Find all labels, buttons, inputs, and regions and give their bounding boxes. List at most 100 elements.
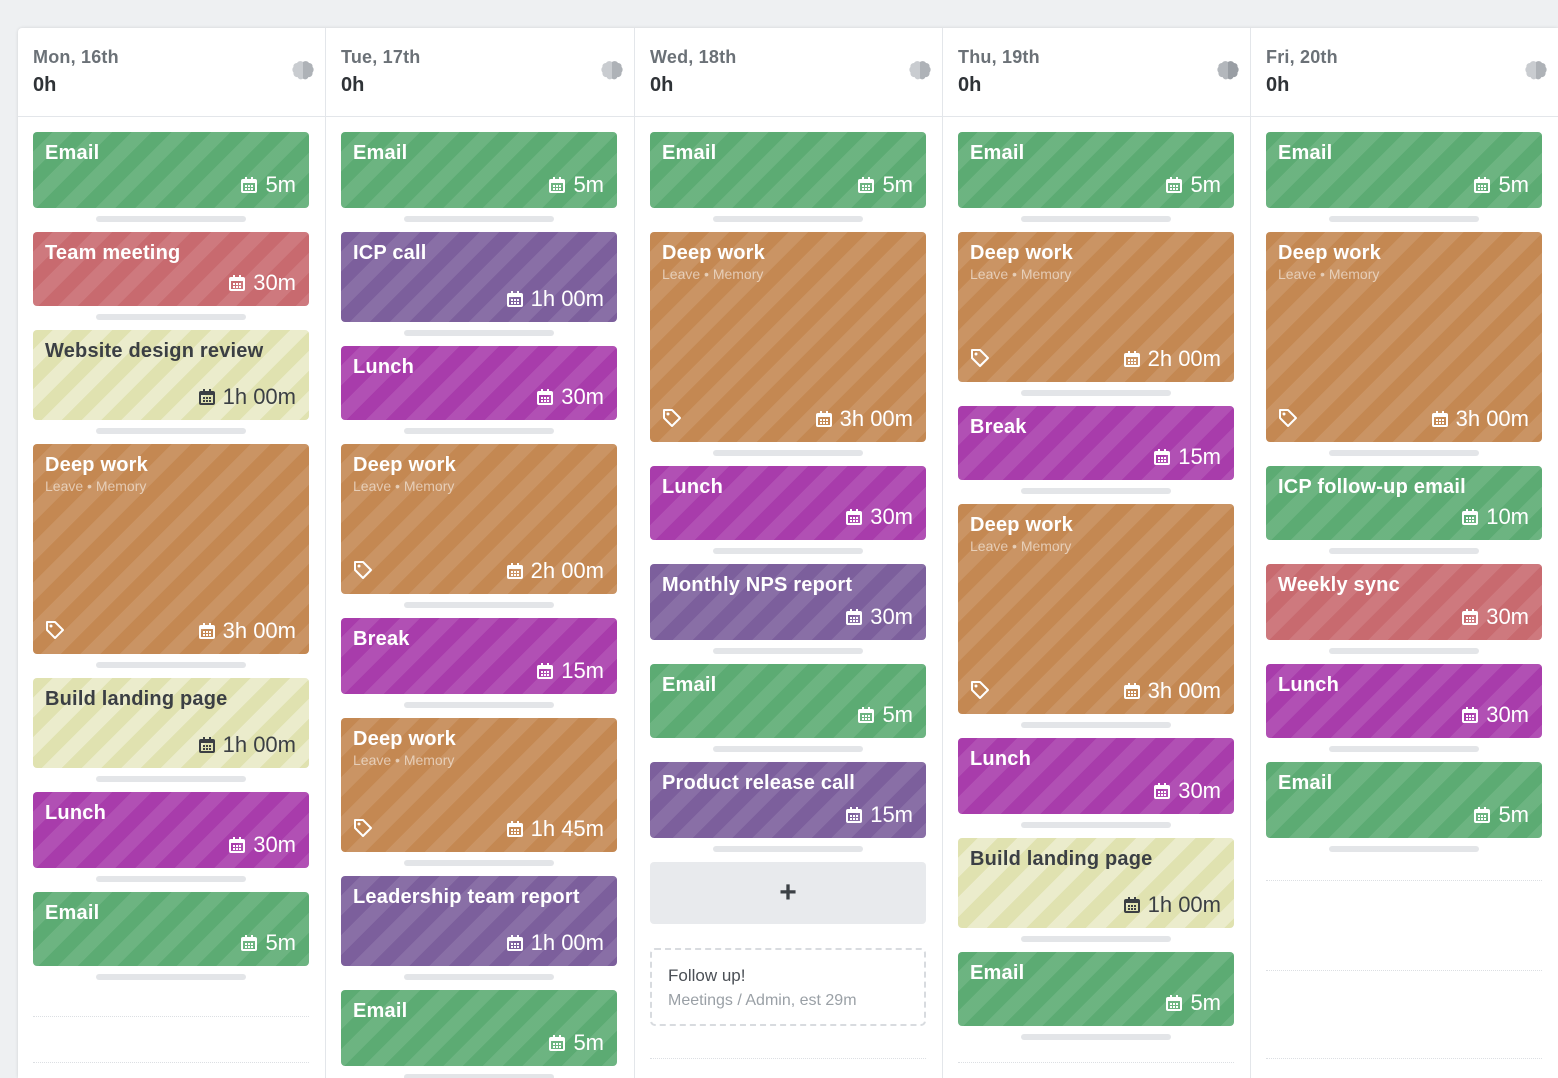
task-card[interactable]: Email 5m	[33, 132, 309, 208]
tag-icon[interactable]	[970, 680, 990, 700]
drag-handle[interactable]	[96, 876, 246, 882]
brain-icon[interactable]	[908, 60, 932, 82]
task-card[interactable]: Lunch 30m	[650, 466, 926, 540]
task-card[interactable]: Lunch 30m	[958, 738, 1234, 814]
drag-handle[interactable]	[713, 746, 863, 752]
task-card[interactable]: Product release call 15m	[650, 762, 926, 838]
follow-up-card[interactable]: Follow up! Meetings / Admin, est 29m	[650, 948, 926, 1026]
tag-icon[interactable]	[353, 560, 373, 580]
task-card[interactable]: Deep work Leave • Memory 1h 45m	[341, 718, 617, 852]
drag-handle[interactable]	[1021, 216, 1171, 222]
task-card[interactable]: Email 5m	[341, 132, 617, 208]
brain-icon[interactable]	[600, 60, 624, 82]
brain-icon[interactable]	[1216, 60, 1240, 82]
drag-handle[interactable]	[713, 846, 863, 852]
drag-handle[interactable]	[1021, 936, 1171, 942]
drag-handle[interactable]	[1329, 846, 1479, 852]
drag-handle[interactable]	[1021, 822, 1171, 828]
drag-handle[interactable]	[404, 1074, 554, 1078]
task-title: Email	[45, 142, 100, 164]
brain-icon[interactable]	[291, 60, 315, 82]
task-title: Lunch	[45, 802, 106, 824]
drag-handle[interactable]	[404, 330, 554, 336]
task-card[interactable]: Email 5m	[650, 664, 926, 738]
calendar-icon	[1154, 449, 1171, 465]
task-card[interactable]: Lunch 30m	[341, 346, 617, 420]
drag-handle[interactable]	[1021, 390, 1171, 396]
tag-icon[interactable]	[662, 408, 682, 428]
drag-handle[interactable]	[404, 216, 554, 222]
drag-handle[interactable]	[404, 974, 554, 980]
day-hours: 0h	[958, 74, 982, 96]
task-card[interactable]: Email 5m	[33, 892, 309, 966]
drag-handle[interactable]	[96, 662, 246, 668]
task-card[interactable]: ICP call 1h 00m	[341, 232, 617, 322]
task-card[interactable]: Lunch 30m	[1266, 664, 1542, 738]
brain-icon[interactable]	[1524, 60, 1548, 82]
calendar-icon	[858, 177, 875, 193]
task-duration: 1h 45m	[506, 816, 604, 842]
task-card[interactable]: Deep work Leave • Memory 3h 00m	[1266, 232, 1542, 442]
task-card[interactable]: Deep work Leave • Memory 2h 00m	[341, 444, 617, 594]
task-card[interactable]: Deep work Leave • Memory 3h 00m	[650, 232, 926, 442]
tag-icon[interactable]	[970, 348, 990, 368]
drag-handle[interactable]	[96, 216, 246, 222]
drag-handle[interactable]	[1021, 488, 1171, 494]
task-card[interactable]: Lunch 30m	[33, 792, 309, 868]
day-hours: 0h	[33, 74, 57, 96]
task-card[interactable]: ICP follow-up email 10m	[1266, 466, 1542, 540]
task-card[interactable]: Email 5m	[958, 952, 1234, 1026]
drag-handle[interactable]	[1329, 216, 1479, 222]
drag-handle[interactable]	[404, 428, 554, 434]
tag-icon[interactable]	[353, 818, 373, 838]
calendar-icon	[815, 411, 832, 427]
add-task-button[interactable]: +	[650, 862, 926, 924]
task-card[interactable]: Email 5m	[1266, 132, 1542, 208]
drag-handle[interactable]	[96, 314, 246, 320]
task-card[interactable]: Deep work Leave • Memory 2h 00m	[958, 232, 1234, 382]
drag-handle[interactable]	[713, 450, 863, 456]
task-card[interactable]: Email 5m	[650, 132, 926, 208]
drag-handle[interactable]	[404, 860, 554, 866]
day-header: Tue, 17th 0h	[326, 28, 634, 117]
task-title: ICP follow-up email	[1278, 476, 1466, 498]
task-card[interactable]: Build landing page 1h 00m	[958, 838, 1234, 928]
drag-handle[interactable]	[96, 776, 246, 782]
drag-handle[interactable]	[1329, 548, 1479, 554]
calendar-icon	[549, 177, 566, 193]
task-duration: 1h 00m	[506, 286, 604, 312]
task-title: Deep work	[1278, 242, 1381, 264]
task-card[interactable]: Team meeting 30m	[33, 232, 309, 306]
task-card[interactable]: Deep work Leave • Memory 3h 00m	[958, 504, 1234, 714]
task-title: Break	[353, 628, 410, 650]
drag-handle[interactable]	[404, 702, 554, 708]
task-card[interactable]: Email 5m	[341, 990, 617, 1066]
drag-handle[interactable]	[713, 548, 863, 554]
drag-handle[interactable]	[1329, 450, 1479, 456]
tag-icon[interactable]	[1278, 408, 1298, 428]
task-card[interactable]: Leadership team report 1h 00m	[341, 876, 617, 966]
drag-handle[interactable]	[1329, 648, 1479, 654]
drag-handle[interactable]	[404, 602, 554, 608]
task-card[interactable]: Build landing page 1h 00m	[33, 678, 309, 768]
drag-handle[interactable]	[96, 428, 246, 434]
task-card[interactable]: Weekly sync 30m	[1266, 564, 1542, 640]
task-card[interactable]: Email 5m	[1266, 762, 1542, 838]
tag-icon[interactable]	[45, 620, 65, 640]
task-card[interactable]: Break 15m	[341, 618, 617, 694]
drag-handle[interactable]	[1329, 746, 1479, 752]
drag-handle[interactable]	[713, 648, 863, 654]
task-card[interactable]: Website design review 1h 00m	[33, 330, 309, 420]
task-card[interactable]: Email 5m	[958, 132, 1234, 208]
calendar-icon	[537, 389, 554, 405]
task-title: Email	[353, 1000, 408, 1022]
drag-handle[interactable]	[713, 216, 863, 222]
drag-handle[interactable]	[1021, 1034, 1171, 1040]
task-card[interactable]: Deep work Leave • Memory 3h 00m	[33, 444, 309, 654]
drag-handle[interactable]	[96, 974, 246, 980]
drag-handle[interactable]	[1021, 722, 1171, 728]
task-title: Build landing page	[970, 848, 1153, 870]
task-card[interactable]: Break 15m	[958, 406, 1234, 480]
task-card[interactable]: Monthly NPS report 30m	[650, 564, 926, 640]
task-title: Lunch	[970, 748, 1031, 770]
